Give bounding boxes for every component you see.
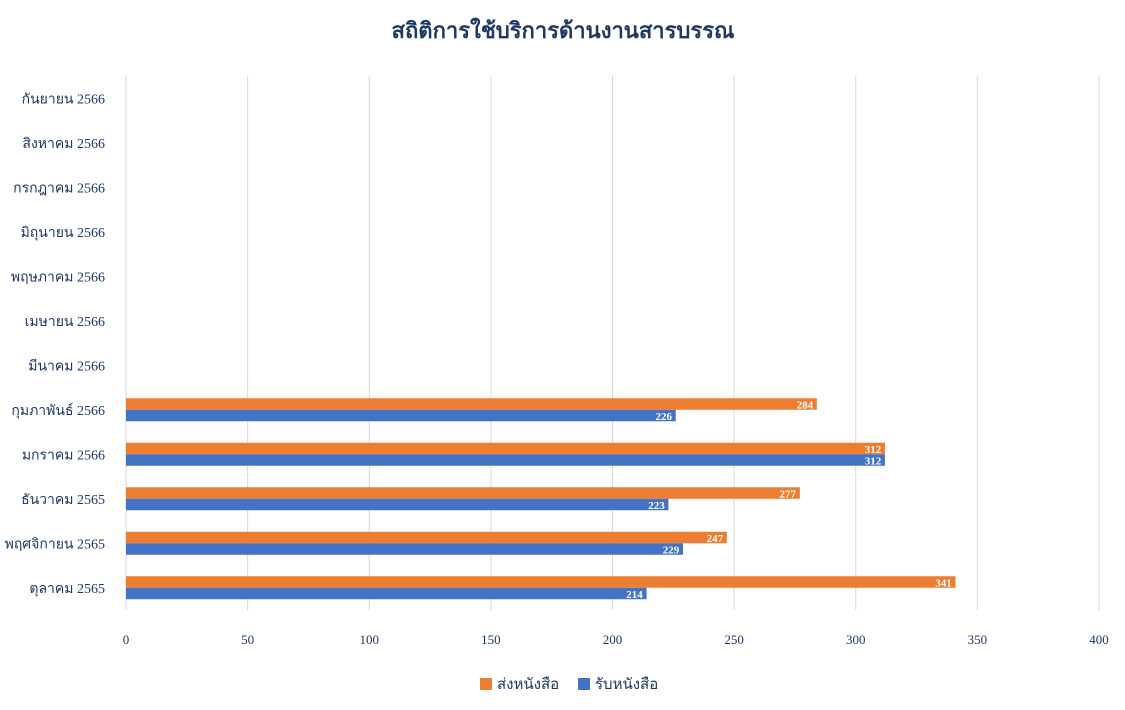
data-label-0-11: 341 <box>935 577 952 589</box>
category-label-9: ธันวาคม 2565 <box>21 493 105 508</box>
data-label-1-9: 223 <box>648 500 665 512</box>
x-tick-label-0: 0 <box>123 632 130 647</box>
category-label-2: กรกฎาคม 2566 <box>13 181 105 196</box>
x-tick-label-6: 300 <box>846 632 866 647</box>
bar-0-10 <box>126 531 727 544</box>
legend-label-1: รับหนังสือ <box>595 676 658 693</box>
bar-1-11 <box>126 587 647 600</box>
data-label-1-8: 312 <box>865 455 882 467</box>
x-tick-label-1: 50 <box>241 632 254 647</box>
category-label-0: กันยายน 2566 <box>22 92 105 107</box>
category-label-5: เมษายน 2566 <box>25 315 105 330</box>
data-label-0-10: 247 <box>707 533 724 545</box>
category-labels: กันยายน 2566 สิงหาคม 2566 กรกฎาคม 2566 มิถุ… <box>5 92 105 597</box>
bar-0-9 <box>126 487 800 499</box>
x-tick-label-5: 250 <box>724 632 744 647</box>
data-label-0-7: 284 <box>797 399 814 411</box>
category-label-4: พฤษภาคม 2566 <box>11 270 105 285</box>
data-label-1-10: 229 <box>663 544 680 556</box>
legend-label-0: ส่งหนังสือ <box>497 676 559 693</box>
x-tick-label-8: 400 <box>1089 632 1109 647</box>
data-label-1-11: 214 <box>626 589 643 601</box>
category-label-8: มกราคม 2566 <box>22 448 105 463</box>
category-label-7: กุมภาพันธ์ 2566 <box>11 402 105 419</box>
bar-1-7 <box>126 409 676 422</box>
x-tick-label-3: 150 <box>481 632 501 647</box>
data-label-0-9: 277 <box>780 488 797 500</box>
bar-0-11 <box>126 576 956 588</box>
legend-swatch-0 <box>480 678 492 690</box>
bar-1-8 <box>126 454 885 466</box>
legend: ส่งหนังสือ รับหนังสือ <box>480 676 658 693</box>
category-label-3: มิถุนายน 2566 <box>21 226 105 241</box>
x-tick-label-4: 200 <box>603 632 623 647</box>
category-label-6: มีนาคม 2566 <box>28 358 105 374</box>
data-label-0-8: 312 <box>865 444 882 456</box>
legend-swatch-1 <box>578 678 590 690</box>
category-label-11: ตุลาคม 2565 <box>29 582 105 597</box>
bar-1-10 <box>126 543 684 555</box>
chart-title: สถิติการใช้บริการด้านงานสารบรรณ <box>392 17 735 43</box>
bar-0-7 <box>126 398 817 410</box>
gridlines <box>125 76 1100 610</box>
category-label-1: สิงหาคม 2566 <box>22 137 105 152</box>
x-tick-label-7: 350 <box>968 632 988 647</box>
bar-0-8 <box>126 442 885 455</box>
bar-1-9 <box>126 498 669 511</box>
data-label-1-7: 226 <box>655 411 672 423</box>
x-tick-label-2: 100 <box>360 632 380 647</box>
category-label-10: พฤศจิกายน 2565 <box>5 537 105 552</box>
x-tick-labels: 0 50 100 150 200 250 300 350 400 <box>123 632 1109 647</box>
